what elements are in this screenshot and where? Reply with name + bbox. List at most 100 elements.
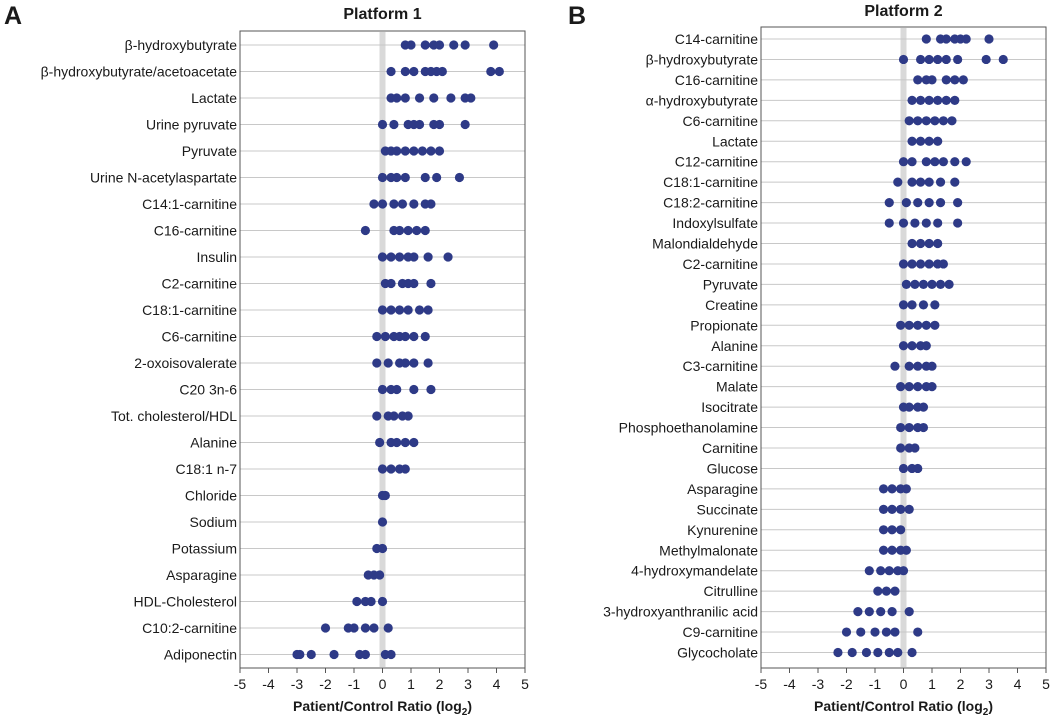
- category-label: C10:2-carnitine: [142, 620, 237, 636]
- data-point: [406, 40, 416, 50]
- data-point: [377, 384, 388, 395]
- data-point: [921, 34, 931, 44]
- data-point: [386, 66, 396, 77]
- data-point: [454, 172, 465, 183]
- data-point: [409, 331, 419, 342]
- data-point: [400, 93, 410, 103]
- data-point: [933, 54, 943, 65]
- category-label: Carnitine: [702, 440, 758, 456]
- data-point: [893, 177, 903, 187]
- category-label: Alanine: [711, 338, 758, 354]
- category-label: β-hydroxybutyrate/acetoacetate: [41, 64, 238, 80]
- data-point: [953, 54, 963, 65]
- x-tick-label: 4: [493, 676, 501, 692]
- category-label: Malate: [716, 379, 758, 395]
- data-point: [377, 543, 388, 554]
- category-label: α-hydroxybutyrate: [646, 92, 759, 108]
- category-label: HDL-Cholesterol: [134, 594, 237, 610]
- data-point: [403, 225, 413, 236]
- category-label: 3-hydroxyanthranilic acid: [603, 604, 758, 620]
- data-point: [938, 157, 949, 167]
- category-label: Methylmalonate: [659, 542, 758, 558]
- data-point: [916, 136, 926, 146]
- data-point: [423, 305, 433, 315]
- data-point: [377, 464, 388, 474]
- x-tick-label: 3: [464, 676, 472, 692]
- data-point: [904, 361, 914, 371]
- category-label: Alanine: [190, 435, 237, 451]
- data-point: [887, 545, 897, 555]
- data-point: [864, 566, 874, 576]
- data-point: [933, 218, 943, 228]
- data-point: [896, 382, 906, 392]
- data-point: [420, 40, 430, 50]
- data-point: [853, 607, 863, 617]
- data-point: [449, 40, 459, 50]
- data-point: [944, 279, 954, 289]
- category-label: Propionate: [690, 317, 758, 333]
- panel-b: B Platform 2 C14-carnitine β-hydroxybutyrat…: [568, 2, 1050, 717]
- category-label: Glucose: [707, 460, 759, 476]
- data-point: [366, 596, 376, 607]
- x-tick-label: 0: [900, 676, 908, 692]
- data-point: [933, 238, 943, 249]
- data-point: [876, 607, 886, 617]
- data-point: [904, 504, 914, 514]
- data-point: [400, 172, 410, 183]
- data-point: [423, 252, 433, 262]
- data-point: [938, 116, 949, 126]
- category-label: Pyruvate: [703, 276, 758, 292]
- data-point: [916, 95, 926, 105]
- data-point: [924, 136, 934, 146]
- data-point: [426, 146, 436, 156]
- data-point: [383, 358, 393, 368]
- data-point: [910, 279, 920, 289]
- data-point: [446, 93, 456, 103]
- data-point: [890, 586, 900, 596]
- data-point: [907, 341, 917, 351]
- data-point: [392, 437, 402, 448]
- data-point: [386, 252, 396, 262]
- data-point: [893, 647, 903, 658]
- data-point: [904, 320, 914, 330]
- data-point: [907, 647, 917, 658]
- data-point: [409, 437, 419, 448]
- x-axis-label-subscript: 2: [983, 707, 989, 717]
- data-point: [916, 238, 926, 249]
- data-point: [901, 484, 911, 494]
- data-point: [896, 443, 906, 453]
- data-point: [414, 305, 425, 315]
- category-label: Kynurenine: [687, 522, 758, 538]
- data-point: [901, 545, 911, 555]
- data-point: [878, 525, 889, 535]
- data-point: [887, 484, 897, 494]
- category-label: C18:1-carnitine: [142, 302, 237, 318]
- data-point: [904, 422, 914, 433]
- data-point: [887, 525, 897, 535]
- data-point: [400, 331, 410, 342]
- category-label: 4-hydroxymandelate: [631, 563, 758, 579]
- data-point: [907, 157, 917, 167]
- data-point: [890, 361, 900, 371]
- data-point: [884, 218, 894, 228]
- data-point: [913, 75, 923, 85]
- data-point: [924, 95, 934, 105]
- data-point: [913, 320, 923, 330]
- data-point: [907, 177, 917, 187]
- data-point: [896, 504, 906, 514]
- data-point: [494, 66, 504, 77]
- data-point: [489, 40, 499, 50]
- data-point: [901, 198, 911, 208]
- data-point: [953, 218, 963, 228]
- data-point: [921, 116, 931, 126]
- data-point: [369, 623, 379, 633]
- data-point: [907, 95, 917, 105]
- data-point: [392, 93, 402, 103]
- x-axis-label-main: Patient/Control Ratio (log: [814, 698, 983, 714]
- x-tick-label: -2: [319, 676, 332, 692]
- data-point: [935, 198, 946, 208]
- data-point: [873, 586, 883, 596]
- category-label: C20 3n-6: [179, 382, 237, 398]
- data-point: [896, 320, 906, 330]
- data-point: [930, 157, 940, 167]
